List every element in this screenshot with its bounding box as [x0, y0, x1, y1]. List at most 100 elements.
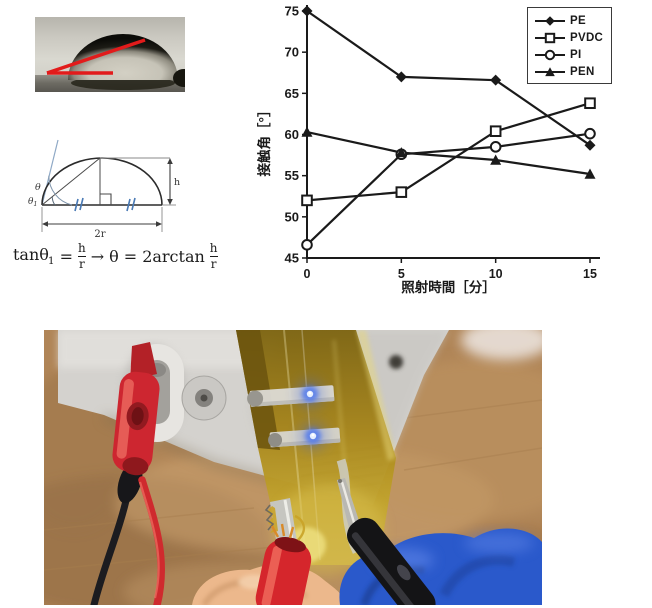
x-axis-title: 照射時間［分］	[401, 279, 496, 295]
theta-arc	[48, 175, 73, 206]
triangle-marker-icon	[490, 154, 502, 165]
device-hole	[389, 355, 403, 369]
red-clip-sleeve	[255, 514, 312, 605]
tangent-line	[41, 139, 59, 206]
y-tick-label: 65	[285, 86, 299, 101]
theta1-label: θ1	[28, 197, 38, 208]
legend-circle-icon	[535, 49, 565, 60]
square-marker-icon	[301, 194, 313, 207]
diamond-marker-icon	[301, 5, 313, 17]
formula-equals: =	[59, 246, 73, 266]
triangle-marker-icon	[584, 168, 596, 179]
chord-line	[41, 157, 101, 206]
right-angle-mark	[100, 193, 112, 205]
wood-grain-lines	[44, 399, 542, 571]
gold-wire	[294, 514, 306, 541]
square-marker-icon	[489, 125, 502, 138]
theta-label: θ	[35, 182, 41, 193]
angle-line-annotation	[46, 38, 146, 75]
square-marker-icon	[544, 32, 556, 43]
equal-ticks-icon	[74, 197, 136, 212]
y-tick-label: 50	[285, 209, 299, 224]
theta1-arc	[51, 197, 56, 206]
arrowhead-up-icon	[167, 158, 173, 164]
semicircle-arc	[41, 157, 163, 206]
legend-label: PVDC	[570, 31, 604, 44]
series-line-pi	[306, 132, 591, 246]
x-tick-label: 10	[489, 267, 503, 281]
film-fold	[236, 330, 280, 450]
x-tick-label: 5	[398, 267, 405, 281]
arrowhead-left-icon	[42, 221, 48, 227]
y-tick-label: 60	[285, 127, 299, 142]
triangle-marker-icon	[395, 147, 407, 158]
legend-label: PEN	[570, 65, 595, 78]
formula-theta: θ	[109, 246, 119, 266]
background-paper-blur	[461, 330, 542, 360]
black-wire	[90, 488, 132, 605]
y-tick-label: 55	[285, 168, 299, 183]
contact-angle-chart: 45 50 55 60 65 70 75 0 5 10 15 接触角［°］ 照射時間［分］ PE PVDC…	[255, 0, 652, 310]
fraction-bar	[78, 255, 86, 257]
legend-triangle-icon	[535, 66, 565, 76]
circle-marker-icon	[584, 127, 596, 140]
legend-item-pvdc: PVDC	[534, 31, 603, 44]
diamond-marker-icon	[545, 15, 555, 26]
square-marker-icon	[584, 97, 596, 110]
formula-tan: tanθ1	[13, 245, 55, 268]
h-label: h	[174, 177, 180, 188]
legend-item-pen: PEN	[534, 65, 603, 78]
blue-led-1	[295, 379, 325, 409]
blue-led-2	[298, 421, 328, 451]
contact-angle-diagram: θ θ1 h 2r	[28, 139, 180, 240]
y-axis-title: 接触角［°］	[256, 104, 272, 177]
red-wire	[138, 476, 166, 605]
experiment-photo-art	[44, 330, 542, 605]
y-tick-label: 70	[285, 45, 299, 60]
formula-arctan: 2arctan	[142, 246, 205, 266]
droplet-photo-art	[35, 17, 185, 92]
formula-subscript: 1	[47, 255, 55, 268]
legend-square-icon	[535, 32, 565, 43]
experiment-photo	[44, 330, 542, 605]
red-alligator-clip	[112, 342, 160, 476]
line-chart-canvas: 45 50 55 60 65 70 75 0 5 10 15 接触角［°］ 照射時間［分］	[256, 4, 600, 295]
series-line-pvdc	[306, 102, 591, 202]
2r-label: 2r	[94, 229, 105, 240]
arrowhead-down-icon	[167, 199, 173, 205]
x-tick-label: 15	[583, 267, 597, 281]
square-marker-icon	[395, 186, 408, 198]
probe-handle	[347, 517, 436, 605]
arrowhead-right-icon	[156, 221, 162, 227]
legend-item-pi: PI	[534, 48, 603, 61]
legend-label: PE	[570, 14, 586, 27]
edge-droplet	[173, 69, 185, 87]
clip-jaw	[130, 342, 157, 380]
diamond-marker-icon	[395, 71, 407, 83]
contact-angle-photo	[35, 17, 185, 92]
fraction-bar	[209, 255, 218, 257]
chart-legend: PE PVDC PI PEN	[527, 7, 613, 84]
formula-equals2: =	[123, 246, 138, 266]
water-droplet	[68, 34, 178, 80]
series-line-pe	[306, 10, 591, 147]
triangle-marker-icon	[545, 66, 555, 76]
circle-marker-icon	[489, 141, 502, 153]
y-tick-label: 45	[285, 251, 299, 266]
y-tick-label: 75	[285, 4, 299, 19]
circle-marker-icon	[301, 239, 313, 251]
diamond-marker-icon	[490, 74, 502, 86]
formula-arrow: →	[90, 246, 105, 266]
x-tick-label: 0	[304, 267, 311, 281]
diamond-marker-icon	[584, 139, 596, 151]
red-wire-highlight	[138, 481, 160, 599]
series-line-pen	[306, 130, 591, 176]
legend-item-pe: PE	[534, 14, 603, 27]
black-probe	[337, 478, 436, 605]
triangle-marker-icon	[301, 126, 313, 137]
circle-marker-icon	[544, 49, 556, 60]
